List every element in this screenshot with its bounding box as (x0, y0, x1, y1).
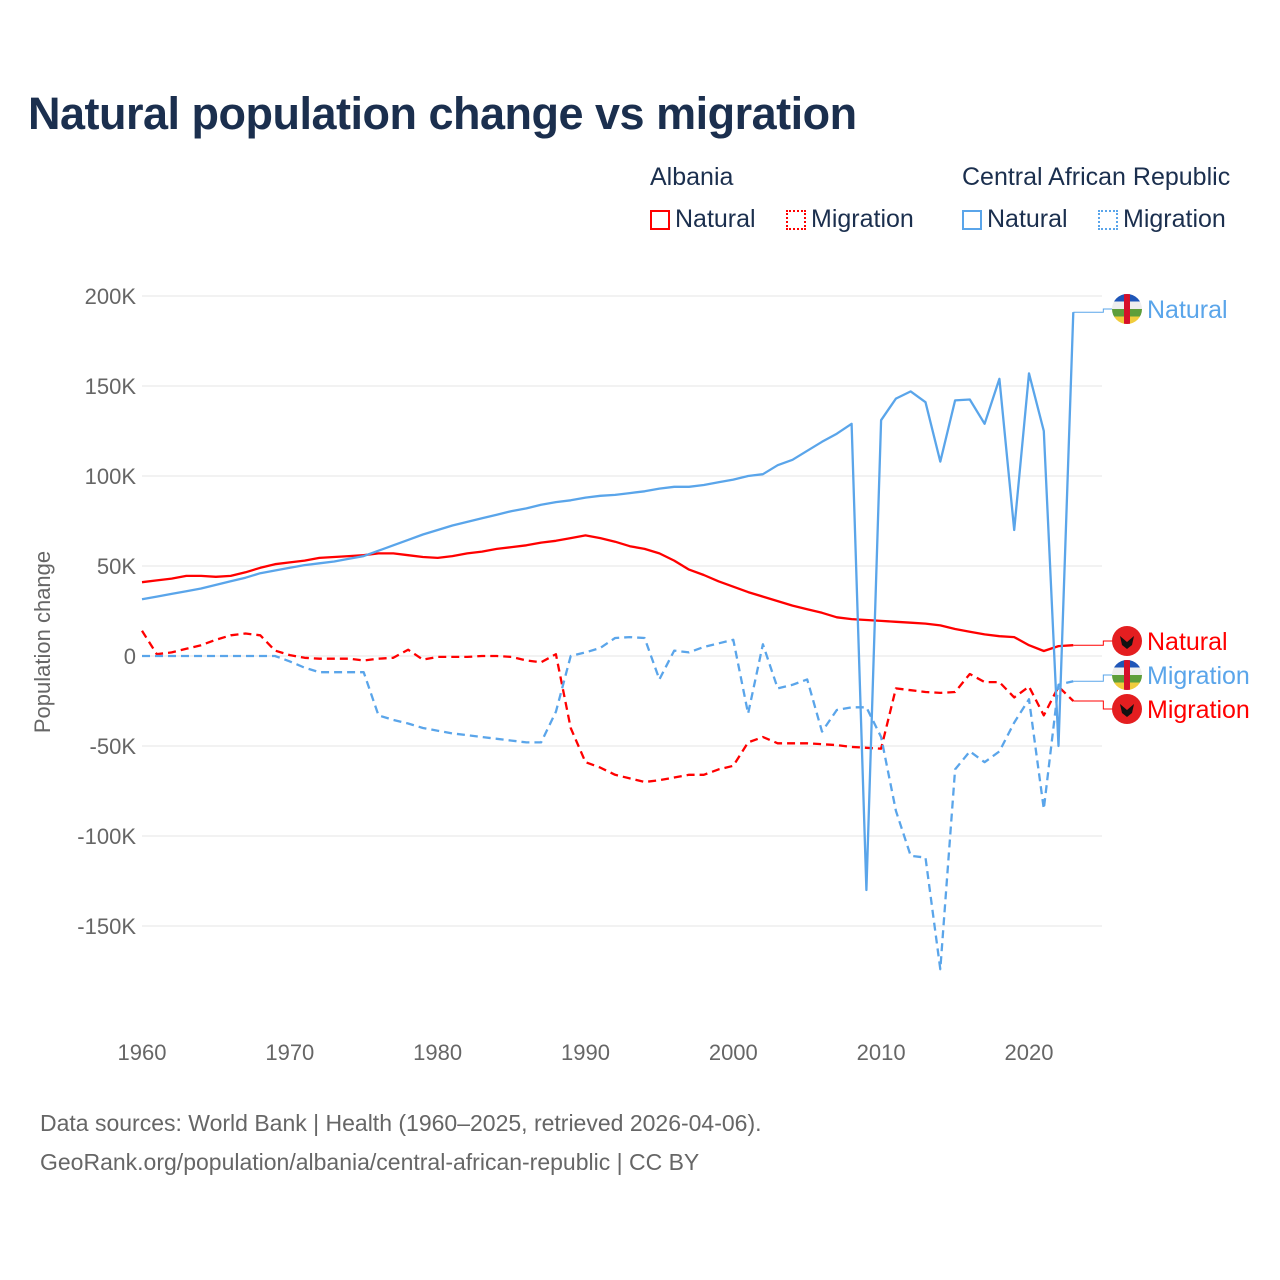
legend-label: Migration (811, 205, 914, 233)
legend-car-migration[interactable]: Migration (1098, 205, 1226, 234)
y-tick-label: 100K (85, 464, 137, 489)
end-label-connector (1073, 640, 1114, 646)
end-label: Natural (1147, 628, 1228, 656)
series-line-central-african-republic-migration[interactable] (142, 635, 1074, 971)
legend-car-natural[interactable]: Natural (962, 205, 1068, 234)
x-tick-label: 2000 (709, 1040, 758, 1065)
end-label: Migration (1147, 696, 1250, 724)
y-tick-label: 200K (85, 284, 137, 309)
dotted-swatch-icon (1098, 209, 1118, 230)
solid-swatch-icon (962, 209, 982, 230)
legend-albania-migration[interactable]: Migration (786, 205, 914, 234)
x-tick-label: 1990 (561, 1040, 610, 1065)
x-tick-label: 1980 (413, 1040, 462, 1065)
series-line-albania-migration[interactable] (141, 630, 1075, 784)
legend-label: Migration (1123, 205, 1226, 233)
end-label-connector (1073, 308, 1114, 313)
legend-albania-natural[interactable]: Natural (650, 205, 756, 234)
legend-label: Natural (675, 205, 756, 233)
y-tick-label: -100K (77, 824, 136, 849)
end-label: Migration (1147, 662, 1250, 690)
albania-flag-icon (1112, 626, 1142, 656)
x-tick-label: 2010 (857, 1040, 906, 1065)
footer-sources: Data sources: World Bank | Health (1960–… (40, 1110, 762, 1136)
end-label: Natural (1147, 296, 1228, 324)
solid-swatch-icon (650, 209, 670, 230)
car-flag-icon (1112, 294, 1142, 324)
series-line-albania-natural[interactable] (141, 534, 1074, 653)
y-tick-label: 0 (124, 644, 136, 669)
x-tick-label: 1960 (118, 1040, 167, 1065)
albania-flag-icon (1112, 694, 1142, 724)
car-flag-icon (1112, 660, 1142, 690)
dotted-swatch-icon (786, 209, 806, 230)
end-label-connector (1073, 674, 1114, 682)
x-tick-label: 2020 (1005, 1040, 1054, 1065)
y-axis-label: Population change (30, 551, 55, 733)
legend-group-car: Central African Republic (962, 163, 1231, 191)
footer-url[interactable]: GeoRank.org/population/albania/central-a… (40, 1149, 700, 1175)
end-label-connector (1073, 700, 1114, 710)
y-tick-label: 150K (85, 374, 137, 399)
series-line-central-african-republic-natural[interactable] (141, 312, 1075, 892)
y-tick-label: -50K (90, 734, 137, 759)
legend-label: Natural (987, 205, 1068, 233)
legend-group-albania: Albania (650, 163, 734, 191)
y-tick-label: 50K (97, 554, 136, 579)
chart-title: Natural population change vs migration (28, 88, 857, 139)
y-tick-label: -150K (77, 914, 136, 939)
x-tick-label: 1970 (265, 1040, 314, 1065)
